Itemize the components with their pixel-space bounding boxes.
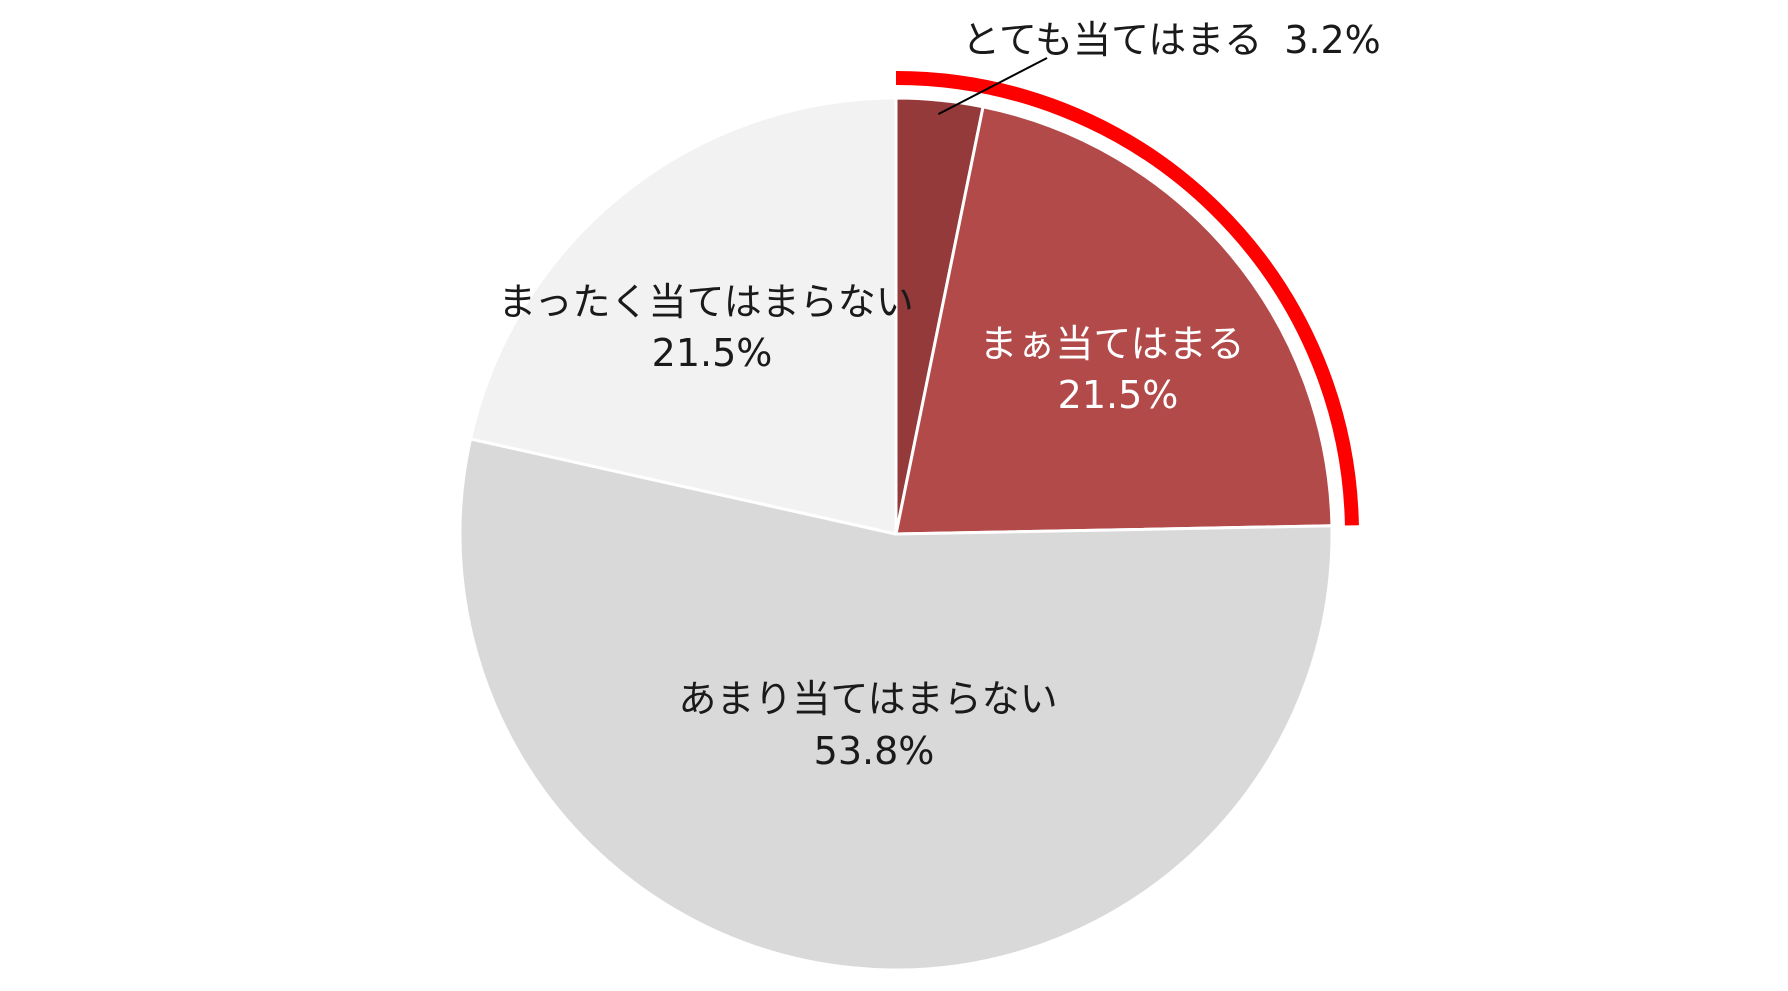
pie-slice-3 — [469, 96, 898, 536]
highlight-arc — [895, 71, 1359, 526]
label-slice-3: まったく当てはまらない 21.5% — [498, 280, 926, 375]
label-slice-1: まぁ当てはまる 21.5% — [979, 322, 1256, 417]
label-slice-0: とても当てはまる 3.2% — [962, 18, 1381, 62]
pie-slice-2 — [458, 437, 1334, 972]
pie-slices — [458, 96, 1334, 972]
label-slice-2: あまり当てはまらない 53.8% — [678, 677, 1069, 773]
leader-line-slice-0 — [937, 57, 1048, 116]
pie-slice-1 — [894, 105, 1334, 536]
